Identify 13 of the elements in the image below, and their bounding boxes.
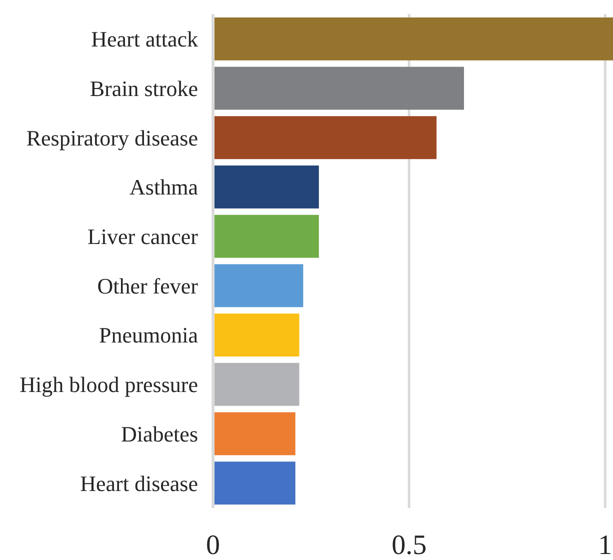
x-tick-label: 1: [598, 530, 612, 560]
y-tick-label: High blood pressure: [20, 372, 198, 398]
y-tick-label: Other fever: [97, 273, 199, 298]
y-tick-label: Asthma: [130, 174, 198, 200]
y-tick-label: Liver cancer: [87, 224, 199, 250]
y-tick-label: Brain stroke: [90, 76, 198, 101]
y-tick-label: Pneumonia: [99, 322, 198, 348]
y-tick-label: Respiratory disease: [26, 125, 198, 150]
x-tick-label: 0: [206, 530, 220, 560]
y-tick-label: Diabetes: [121, 421, 198, 446]
y-tick-label: Heart disease: [80, 470, 198, 496]
y-tick-label: Heart attack: [91, 26, 198, 52]
x-tick-label: 0.5: [392, 530, 427, 560]
